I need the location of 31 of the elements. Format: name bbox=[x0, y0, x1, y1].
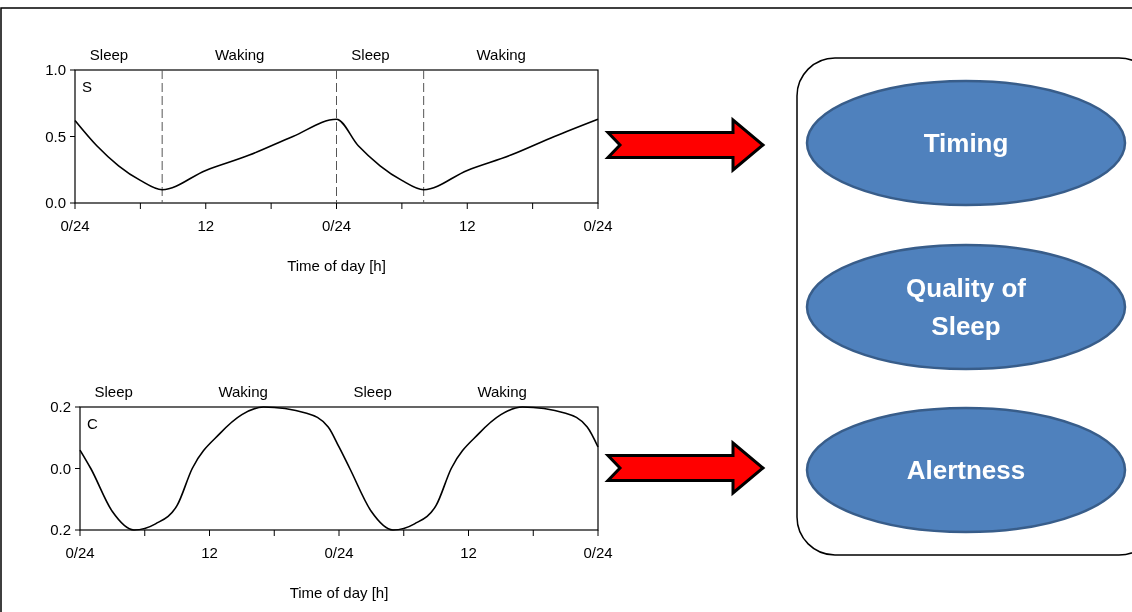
x-axis-title: Time of day [h] bbox=[289, 584, 389, 601]
text: Waking bbox=[476, 46, 526, 63]
text: Sleep bbox=[94, 383, 133, 400]
y-tick-label: 0.0 bbox=[50, 459, 71, 477]
text: Waking bbox=[477, 383, 527, 400]
x-tick-label: 12 bbox=[460, 544, 477, 561]
text: Alertness bbox=[906, 455, 1026, 485]
x-tick-label: 0/24 bbox=[65, 544, 95, 561]
y-tick-label: 0.5 bbox=[45, 127, 66, 145]
x-axis-title: Time of day [h] bbox=[287, 257, 386, 274]
x-tick-label: 0/24 bbox=[583, 217, 613, 234]
text: Quality of Sleep bbox=[906, 273, 1027, 341]
text: Waking bbox=[218, 383, 268, 400]
y-tick-label: 1.0 bbox=[45, 61, 66, 78]
annotation: C bbox=[87, 415, 98, 432]
y-tick-label: 0.2 bbox=[50, 398, 71, 415]
x-tick-label: 0/24 bbox=[321, 217, 352, 234]
x-tick-label: 0/24 bbox=[324, 544, 354, 561]
x-tick-label: 12 bbox=[458, 217, 476, 234]
text: Waking bbox=[215, 46, 265, 63]
text: Sleep bbox=[351, 46, 390, 63]
x-tick-label: 0/24 bbox=[583, 544, 613, 561]
text: Sleep bbox=[353, 383, 392, 400]
annotation: S bbox=[82, 78, 93, 95]
x-tick-label: 0/24 bbox=[60, 217, 90, 234]
text: Timing bbox=[923, 128, 1009, 158]
y-tick-label: 0.2 bbox=[50, 521, 71, 538]
text: Sleep bbox=[89, 46, 129, 63]
x-tick-label: 12 bbox=[197, 217, 215, 234]
y-tick-label: 0.0 bbox=[45, 194, 66, 211]
x-tick-label: 12 bbox=[201, 544, 218, 561]
